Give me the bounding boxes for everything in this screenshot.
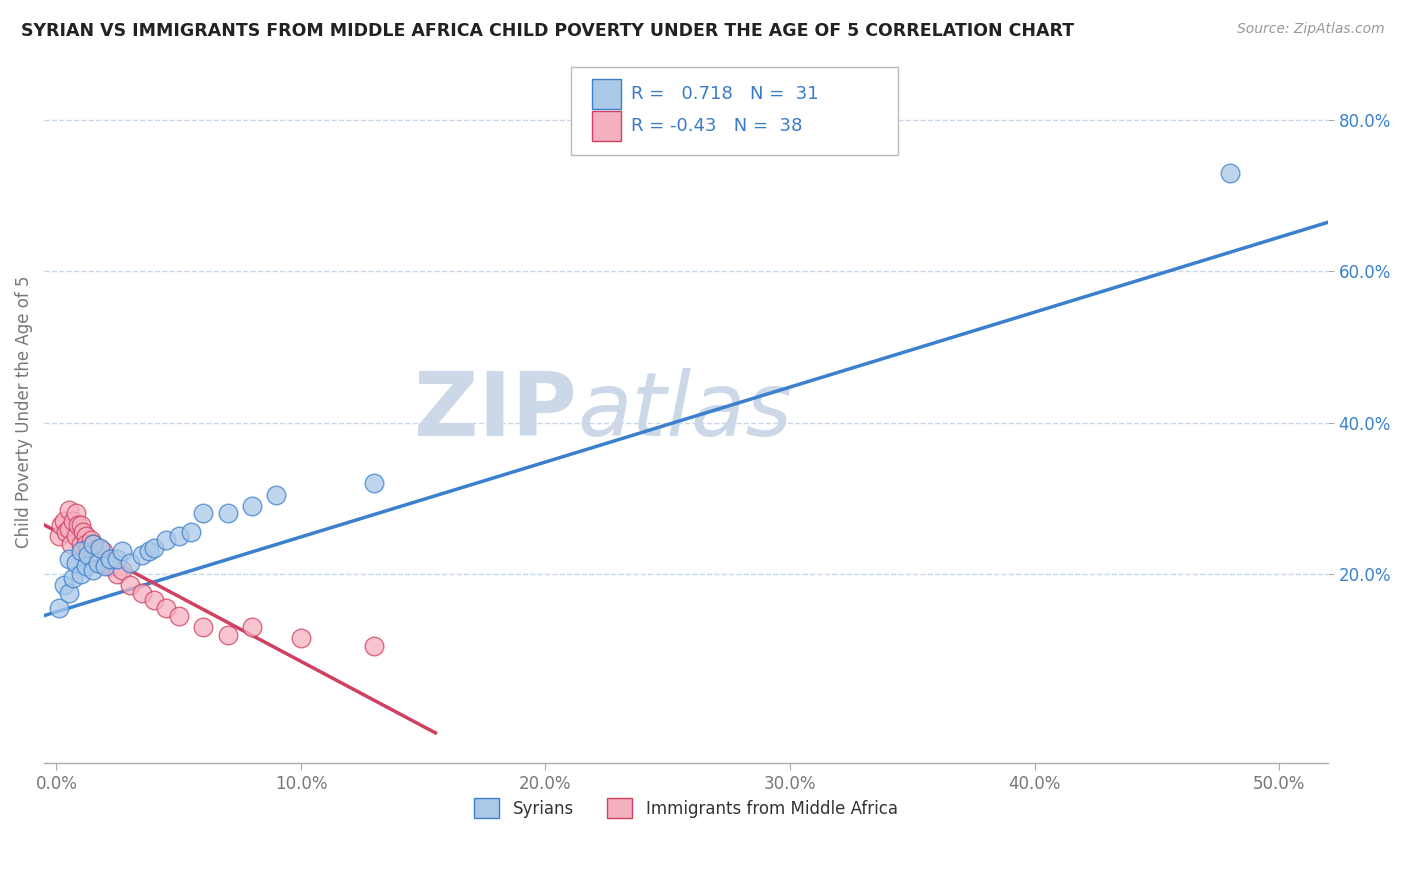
Point <box>94 559 117 574</box>
Point <box>167 608 190 623</box>
Point <box>131 586 153 600</box>
Point <box>155 601 177 615</box>
Point <box>1219 166 1241 180</box>
Point <box>75 559 97 574</box>
Point <box>69 567 91 582</box>
Point <box>77 541 100 555</box>
Text: SYRIAN VS IMMIGRANTS FROM MIDDLE AFRICA CHILD POVERTY UNDER THE AGE OF 5 CORRELA: SYRIAN VS IMMIGRANTS FROM MIDDLE AFRICA … <box>21 22 1074 40</box>
Point <box>65 529 87 543</box>
Point <box>51 517 73 532</box>
Point <box>58 552 80 566</box>
Point <box>89 552 111 566</box>
Point <box>52 578 75 592</box>
Point <box>266 487 288 501</box>
Point <box>69 537 91 551</box>
Point <box>62 514 84 528</box>
Point <box>111 563 134 577</box>
Y-axis label: Child Poverty Under the Age of 5: Child Poverty Under the Age of 5 <box>15 275 32 548</box>
Point <box>48 529 70 543</box>
Point <box>65 556 87 570</box>
Point <box>98 559 121 574</box>
Point <box>118 578 141 592</box>
Bar <box>592 79 620 109</box>
Point <box>191 507 214 521</box>
Point <box>111 544 134 558</box>
Point <box>290 632 312 646</box>
Point <box>118 556 141 570</box>
Point <box>89 541 111 555</box>
Point <box>82 544 104 558</box>
Point <box>82 537 104 551</box>
Point <box>69 517 91 532</box>
Point <box>107 552 129 566</box>
Point <box>143 593 166 607</box>
Point <box>58 502 80 516</box>
Point <box>217 507 239 521</box>
Point <box>82 537 104 551</box>
Point <box>131 548 153 562</box>
Point <box>82 563 104 577</box>
FancyBboxPatch shape <box>571 67 898 154</box>
Point <box>138 544 160 558</box>
Text: R = -0.43   N =  38: R = -0.43 N = 38 <box>631 118 803 136</box>
Text: ZIP: ZIP <box>415 368 576 455</box>
Point <box>69 544 91 558</box>
Point <box>107 567 129 582</box>
Point <box>67 517 90 532</box>
Point <box>180 525 202 540</box>
Point <box>155 533 177 547</box>
Point <box>52 514 75 528</box>
Legend: Syrians, Immigrants from Middle Africa: Syrians, Immigrants from Middle Africa <box>468 791 904 825</box>
Point <box>55 525 77 540</box>
Point <box>87 541 110 555</box>
Text: R =   0.718   N =  31: R = 0.718 N = 31 <box>631 85 818 103</box>
Point <box>79 533 101 547</box>
Point <box>58 586 80 600</box>
Point <box>363 476 385 491</box>
Point <box>143 541 166 555</box>
Text: Source: ZipAtlas.com: Source: ZipAtlas.com <box>1237 22 1385 37</box>
Point <box>62 571 84 585</box>
Point <box>240 620 263 634</box>
Point <box>77 548 100 562</box>
Point <box>191 620 214 634</box>
Point <box>91 544 114 558</box>
Point <box>48 601 70 615</box>
Point <box>75 537 97 551</box>
Point <box>240 499 263 513</box>
Bar <box>592 111 620 141</box>
Point <box>58 522 80 536</box>
Text: atlas: atlas <box>576 368 792 454</box>
Point <box>84 548 107 562</box>
Point <box>98 552 121 566</box>
Point <box>167 529 190 543</box>
Point <box>363 639 385 653</box>
Point <box>65 507 87 521</box>
Point <box>87 556 110 570</box>
Point <box>94 556 117 570</box>
Point <box>217 627 239 641</box>
Point <box>75 529 97 543</box>
Point <box>60 537 83 551</box>
Point <box>72 525 94 540</box>
